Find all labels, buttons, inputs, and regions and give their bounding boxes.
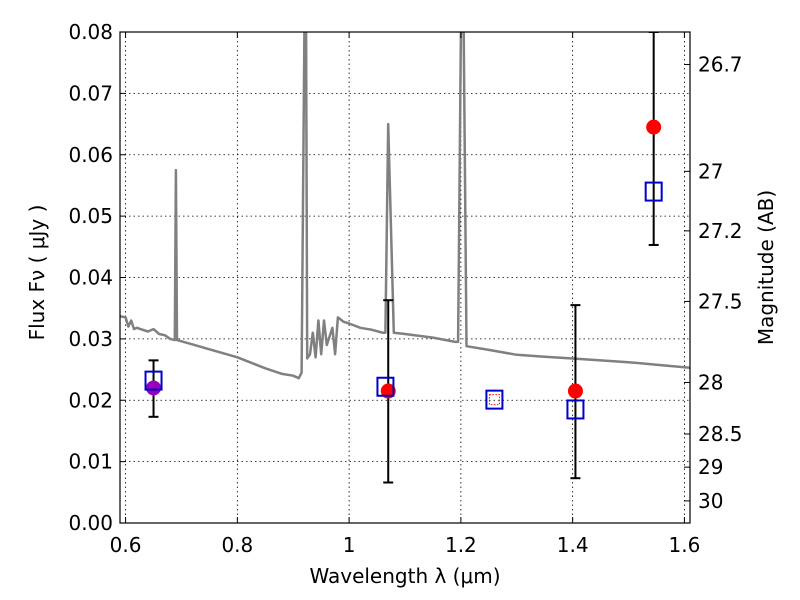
y-tick-label: 0.02 [68,388,113,412]
x-axis-title: Wavelength λ (μm) [309,564,500,588]
right-tick-label: 30 [698,489,723,513]
y-tick-label: 0.08 [68,20,113,44]
model-square [485,389,504,410]
y-tick-label: 0.00 [68,511,113,535]
model-square [566,399,585,420]
observed-point [146,380,162,396]
right-axis-title: Magnitude (AB) [754,190,778,345]
y-tick-label: 0.03 [68,327,113,351]
ticks: 0.6 0.8 1 1.2 1.4 1.6 0.00 0.01 0.02 0.03 0.04 0.05… [68,20,742,557]
y-tick-label: 0.04 [68,266,113,290]
observed-point [646,119,662,135]
x-tick-label: 0.8 [221,533,253,557]
right-tick-label: 28 [698,370,723,394]
y-tick-label: 0.06 [68,143,113,167]
x-tick-label: 1.4 [557,533,589,557]
model-square [644,181,663,202]
y-tick-label: 0.05 [68,204,113,228]
plot-area [120,32,690,484]
y-axis-title: Flux Fν ( μJy ) [25,205,49,341]
right-tick-label: 27 [698,159,723,183]
x-tick-label: 1.6 [669,533,701,557]
right-tick-label: 29 [698,455,723,479]
right-tick-label: 28.5 [698,422,743,446]
grid [120,32,690,523]
x-tick-label: 1.2 [445,533,477,557]
y-tick-label: 0.07 [68,81,113,105]
x-tick-label: 0.6 [110,533,142,557]
right-tick-label: 27.2 [698,219,743,243]
right-tick-label: 26.7 [698,53,743,77]
x-tick-label: 1 [343,533,356,557]
model-spectrum-line [120,32,690,380]
right-tick-label: 27.5 [698,289,743,313]
y-tick-label: 0.01 [68,450,113,474]
observed-point [567,383,583,399]
dotted-marker [488,394,500,406]
model-square [376,376,395,397]
model-square [144,370,163,391]
